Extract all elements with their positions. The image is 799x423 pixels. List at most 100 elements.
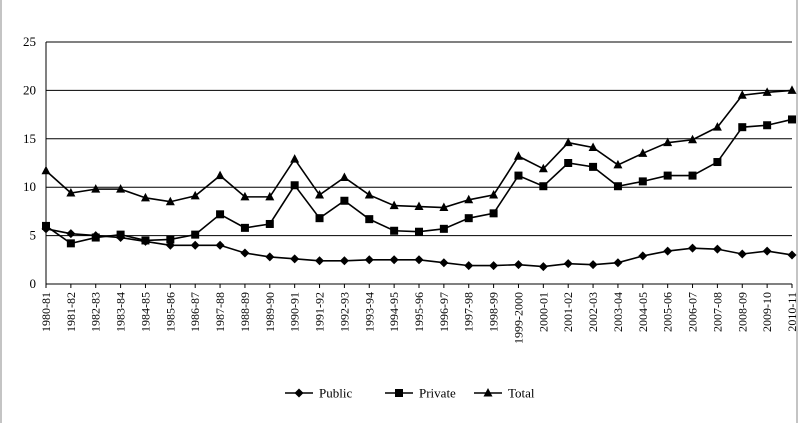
data-point-total	[414, 201, 424, 211]
data-point-total	[240, 191, 250, 201]
x-tick-label: 1997-98	[462, 292, 476, 332]
legend-marker-public	[294, 388, 304, 398]
series-lines	[41, 85, 797, 272]
data-point-private	[564, 159, 573, 167]
x-tick-label: 1996-97	[437, 292, 451, 332]
x-tick-label: 2005-06	[661, 292, 675, 332]
x-tick-label: 2007-08	[710, 292, 724, 332]
data-point-public	[712, 244, 722, 254]
data-point-public	[265, 252, 275, 262]
x-tick-label: 1985-86	[163, 292, 177, 332]
data-point-total	[663, 137, 673, 147]
data-point-public	[240, 248, 250, 258]
data-point-public	[762, 246, 772, 256]
x-tick-label: 1992-93	[337, 292, 351, 332]
y-tick-label: 25	[23, 34, 36, 49]
data-point-total	[613, 159, 623, 169]
data-point-public	[414, 255, 424, 265]
data-point-public	[464, 261, 474, 271]
data-point-total	[364, 189, 374, 199]
data-point-public	[190, 240, 200, 250]
legend-label-private: Private	[419, 386, 456, 401]
data-point-total	[439, 202, 449, 212]
data-point-total	[66, 188, 76, 197]
y-tick-label: 20	[23, 82, 36, 97]
data-point-total	[464, 194, 474, 204]
data-point-private	[42, 221, 50, 230]
x-tick-label: 1981-82	[64, 292, 78, 332]
legend-item-private: Private	[385, 386, 456, 401]
x-tick-label: 1993-94	[362, 292, 376, 332]
x-tick-label: 2009-10	[760, 292, 774, 332]
data-point-total	[190, 190, 200, 200]
x-tick-label: 1988-89	[238, 292, 252, 332]
y-tick-label: 5	[30, 228, 37, 243]
x-tick-label: 1994-95	[387, 292, 401, 332]
data-point-public	[439, 258, 449, 268]
data-point-total	[265, 191, 275, 201]
data-point-total	[140, 192, 150, 202]
data-point-total	[762, 87, 772, 96]
data-point-private	[216, 210, 225, 219]
data-point-private	[265, 219, 274, 228]
data-point-private	[240, 223, 249, 232]
legend: Public Private Total	[285, 386, 535, 401]
data-point-public	[489, 261, 499, 271]
data-point-total	[489, 189, 499, 199]
data-point-private	[688, 171, 697, 180]
data-point-public	[613, 258, 623, 268]
x-tick-label: 2001-02	[561, 292, 575, 332]
y-tick-label: 0	[30, 276, 37, 291]
x-tick-label: 2002-03	[586, 292, 600, 332]
data-point-public	[339, 256, 349, 266]
data-point-private	[788, 115, 796, 124]
legend-marker-total	[483, 388, 493, 397]
x-tick-label: 2010-11	[785, 292, 799, 332]
x-tick-label: 1983-84	[114, 292, 128, 332]
data-point-public	[688, 243, 698, 253]
data-point-total	[91, 184, 101, 193]
data-point-private	[116, 230, 125, 239]
data-point-private	[489, 209, 498, 218]
data-point-total	[787, 85, 797, 94]
x-tick-label: 1984-85	[138, 292, 152, 332]
data-point-total	[737, 90, 747, 99]
data-point-private	[638, 177, 647, 186]
x-tick-label: 2000-01	[536, 292, 550, 332]
data-point-private	[66, 239, 75, 248]
data-point-private	[763, 121, 772, 130]
data-point-private	[613, 182, 622, 191]
data-point-total	[638, 148, 648, 157]
x-tick-label: 1986-87	[188, 292, 202, 332]
y-tick-label: 10	[23, 179, 36, 194]
data-point-total	[165, 196, 175, 206]
data-point-public	[563, 259, 573, 269]
data-point-private	[589, 162, 598, 171]
data-point-public	[215, 240, 225, 250]
data-point-private	[663, 171, 672, 180]
data-point-public	[663, 246, 673, 256]
data-point-public	[315, 256, 325, 266]
series-total	[41, 85, 797, 212]
data-point-public	[737, 249, 747, 259]
data-point-total	[339, 172, 349, 182]
data-point-total	[315, 189, 325, 199]
data-point-public	[364, 255, 374, 265]
x-tick-label: 1980-81	[39, 292, 53, 332]
data-point-private	[738, 123, 747, 132]
data-point-private	[191, 230, 200, 239]
data-point-public	[538, 262, 548, 272]
x-tick-label: 1991-92	[313, 292, 327, 332]
data-point-total	[41, 165, 51, 175]
data-point-private	[514, 171, 523, 180]
data-point-private	[464, 214, 473, 223]
x-tick-label: 1990-91	[288, 292, 302, 332]
data-point-private	[415, 227, 423, 236]
data-point-public	[638, 251, 648, 261]
data-point-private	[390, 226, 399, 235]
data-point-public	[290, 254, 300, 264]
y-axis-tick-labels: 0 5 10 15 20 25	[23, 34, 36, 291]
data-point-public	[389, 255, 399, 265]
data-point-total	[116, 184, 126, 193]
data-point-public	[66, 229, 76, 239]
